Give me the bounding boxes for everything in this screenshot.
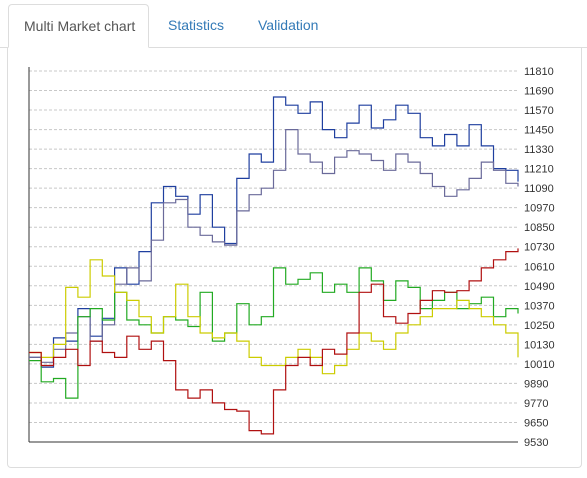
series-line-1 bbox=[29, 129, 519, 363]
y-tick-label: 9890 bbox=[524, 378, 548, 390]
multi-market-line-chart: 11810 11690 11570 11450 11330 11210 11090 10970… bbox=[28, 66, 555, 449]
series-line-3 bbox=[29, 259, 519, 375]
y-tick-label: 10490 bbox=[524, 281, 555, 293]
y-tick-label: 11690 bbox=[524, 86, 554, 98]
tab-validation[interactable]: Validation bbox=[258, 17, 319, 33]
series-line-2 bbox=[29, 267, 519, 399]
y-tick-label: 10370 bbox=[524, 300, 555, 312]
chart-panel: 11810 11690 11570 11450 11330 11210 11090 10970… bbox=[7, 48, 582, 468]
tab-multi-market-chart[interactable]: Multi Market chart bbox=[8, 4, 149, 48]
y-tick-label: 11450 bbox=[524, 125, 554, 137]
y-tick-label: 11570 bbox=[524, 105, 554, 117]
y-tick-label: 11810 bbox=[524, 66, 554, 78]
y-tick-label: 11330 bbox=[524, 144, 554, 156]
y-tick-label: 11210 bbox=[524, 164, 554, 176]
tab-bar-divider bbox=[0, 47, 587, 48]
series-line-4 bbox=[29, 248, 519, 435]
y-tick-label: 10730 bbox=[524, 242, 555, 254]
y-tick-label: 9530 bbox=[524, 437, 548, 449]
y-tick-label: 10250 bbox=[524, 320, 555, 332]
y-tick-label: 10970 bbox=[524, 203, 555, 215]
y-tick-label: 10130 bbox=[524, 339, 555, 351]
y-tick-label: 9650 bbox=[524, 417, 548, 429]
y-tick-label: 10850 bbox=[524, 222, 555, 234]
y-tick-label: 11090 bbox=[524, 183, 554, 195]
y-tick-label: 10610 bbox=[524, 261, 555, 273]
tab-bar: Multi Market chart Statistics Validation bbox=[0, 0, 587, 48]
y-tick-label: 9770 bbox=[524, 398, 548, 410]
y-tick-label: 10010 bbox=[524, 359, 555, 371]
tab-statistics[interactable]: Statistics bbox=[168, 17, 225, 33]
